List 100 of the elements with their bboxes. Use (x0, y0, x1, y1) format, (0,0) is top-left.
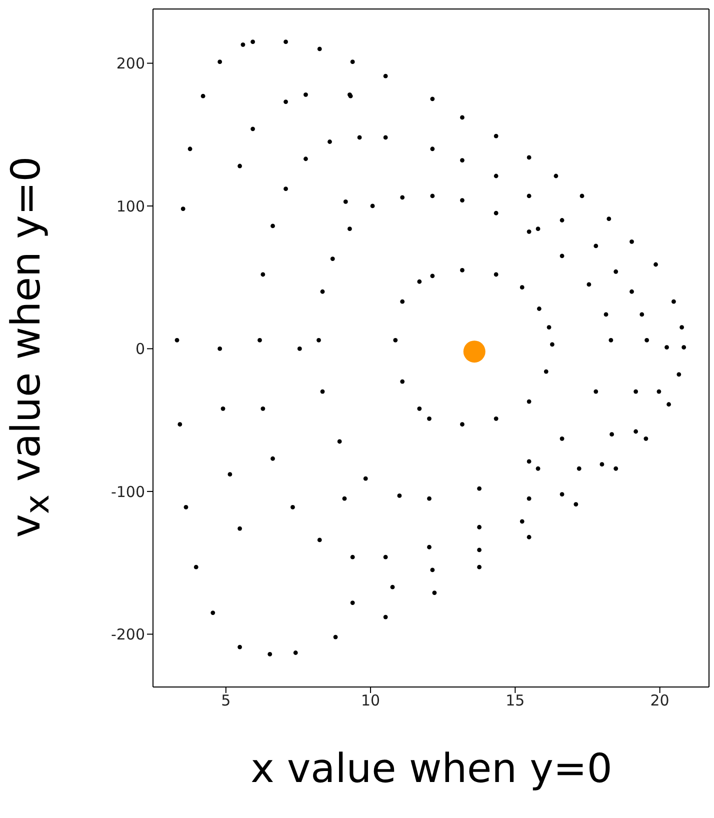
point (284, 40, 288, 44)
point (297, 346, 302, 351)
point (427, 496, 432, 501)
point (546, 325, 552, 330)
point (644, 338, 650, 342)
point (672, 299, 676, 304)
point (630, 289, 634, 294)
point (304, 156, 308, 162)
point (363, 476, 368, 481)
point (430, 146, 435, 152)
point (526, 155, 532, 160)
point (640, 312, 644, 317)
x-tick-label: 10 (360, 692, 380, 710)
point (526, 459, 532, 464)
point (250, 126, 255, 132)
point (460, 115, 464, 120)
point (316, 338, 321, 342)
point (333, 634, 338, 640)
point (220, 406, 226, 411)
point (260, 272, 266, 277)
point (430, 568, 435, 572)
point (240, 42, 246, 47)
point (210, 610, 216, 615)
point (560, 218, 564, 222)
point (536, 306, 542, 311)
point (554, 174, 558, 178)
point (260, 406, 266, 411)
point (432, 590, 437, 595)
point (317, 538, 322, 542)
point (430, 274, 435, 278)
point (350, 600, 355, 605)
point (270, 456, 275, 461)
point (174, 338, 180, 342)
point (200, 94, 206, 98)
point (417, 406, 422, 411)
y-tick-label: 200 (116, 54, 145, 73)
point (526, 229, 532, 234)
point (317, 46, 322, 52)
point (494, 210, 498, 216)
point (644, 436, 648, 441)
point (477, 564, 482, 570)
point (526, 399, 532, 404)
point (228, 472, 232, 477)
point (218, 60, 222, 64)
point (630, 239, 634, 244)
point (526, 194, 532, 198)
point (400, 299, 405, 304)
point (550, 342, 554, 347)
point (357, 135, 362, 140)
point (383, 614, 388, 620)
point (526, 534, 532, 540)
point (656, 389, 662, 394)
point (544, 369, 548, 374)
point (400, 379, 405, 384)
point (304, 92, 308, 97)
x-tick-label: 15 (506, 692, 525, 710)
point (383, 554, 388, 560)
point (654, 262, 658, 267)
point (576, 466, 582, 471)
point (634, 429, 638, 434)
point (390, 584, 395, 590)
point (320, 289, 325, 294)
point (494, 174, 498, 178)
point (270, 224, 275, 228)
point (343, 199, 348, 204)
point (430, 194, 435, 198)
point (417, 279, 422, 284)
point (580, 194, 584, 198)
point (526, 496, 532, 501)
point (560, 254, 564, 258)
point (350, 554, 355, 560)
point (666, 402, 671, 407)
point (536, 466, 540, 471)
point (586, 282, 592, 287)
point (610, 432, 614, 437)
point (330, 256, 335, 261)
point (427, 544, 432, 550)
point (178, 422, 182, 427)
y-tick-label: -100 (110, 482, 145, 501)
point (258, 338, 262, 342)
point (680, 325, 684, 330)
point (383, 74, 388, 78)
point (477, 486, 482, 491)
point (268, 652, 272, 656)
point (238, 164, 242, 168)
point (370, 204, 375, 208)
point (328, 140, 332, 144)
point (494, 272, 498, 277)
point (284, 186, 288, 192)
point (400, 195, 405, 200)
point (188, 146, 192, 152)
point (184, 504, 188, 510)
point (293, 650, 298, 655)
point (614, 269, 618, 274)
point (494, 416, 498, 421)
point (600, 462, 604, 467)
point (477, 524, 482, 530)
y-tick-label: 0 (135, 340, 145, 358)
point (250, 40, 255, 44)
point (574, 502, 578, 506)
